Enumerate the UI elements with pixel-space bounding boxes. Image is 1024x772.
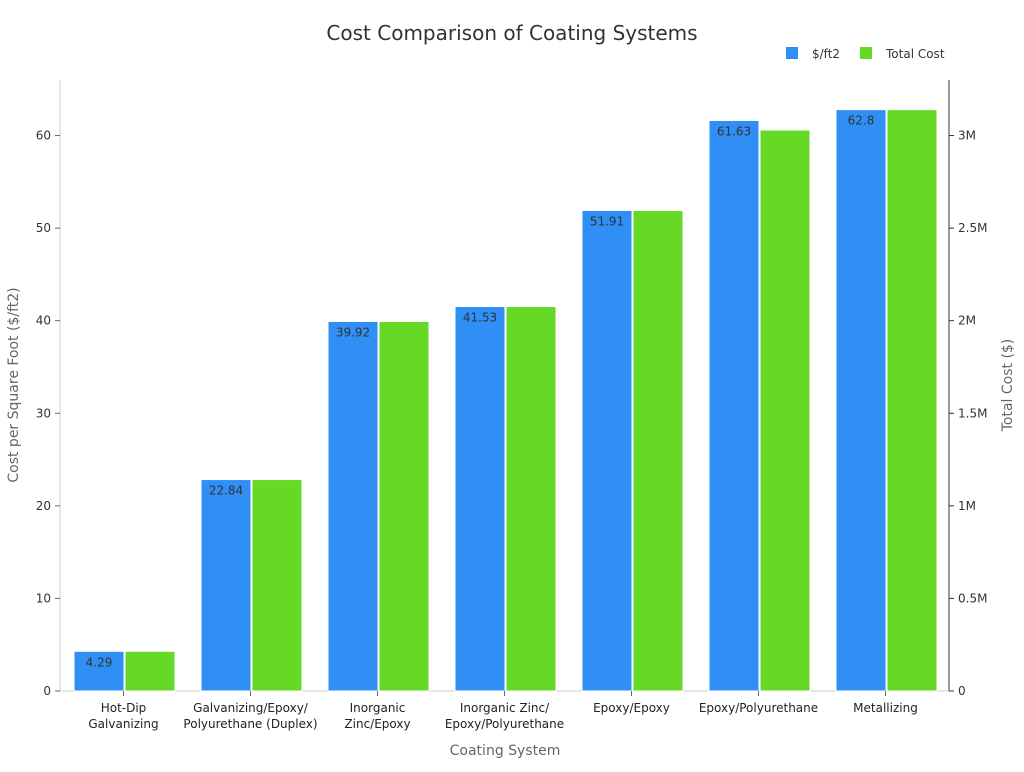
- y2-tick-label: 2M: [958, 314, 976, 328]
- x-axis-label: Coating System: [450, 743, 561, 759]
- bar-ft2: [835, 109, 887, 692]
- y-tick-label: 20: [36, 499, 51, 513]
- y-tick-label: 30: [36, 406, 51, 420]
- y-tick-label: 50: [36, 221, 51, 235]
- y-tick-label: 40: [36, 314, 51, 328]
- bar-total-cost: [759, 129, 811, 692]
- data-label: 62.8: [848, 114, 875, 128]
- x-tick-label: Epoxy/Epoxy: [593, 701, 670, 715]
- data-label: 51.91: [590, 214, 624, 228]
- bar-total-cost: [632, 209, 684, 692]
- x-tick-label: Metallizing: [853, 701, 918, 715]
- y2-tick-label: 0: [958, 684, 966, 698]
- data-label: 4.29: [86, 655, 113, 669]
- y-tick-label: 0: [43, 684, 51, 698]
- x-tick-label: Zinc/Epoxy: [344, 717, 410, 731]
- x-tick-label: Polyurethane (Duplex): [183, 717, 317, 731]
- bar-total-cost: [251, 479, 303, 692]
- x-tick-label: Inorganic: [350, 701, 406, 715]
- data-label: 22.84: [209, 484, 243, 498]
- legend: $/ft2 Total Cost: [786, 47, 945, 61]
- legend-label-ft2: $/ft2: [812, 47, 840, 61]
- y2-tick-label: 1M: [958, 499, 976, 513]
- bar-total-cost: [378, 320, 430, 692]
- bar-ft2: [327, 320, 379, 692]
- y2-tick-label: 1.5M: [958, 406, 987, 420]
- x-tick-label: Galvanizing: [88, 717, 158, 731]
- bar-total-cost: [124, 650, 176, 692]
- y-axis-label: Cost per Square Foot ($/ft2): [6, 287, 22, 482]
- chart-title: Cost Comparison of Coating Systems: [326, 21, 697, 45]
- bar-ft2: [708, 119, 760, 692]
- bar-total-cost: [886, 109, 938, 692]
- y-tick-label: 10: [36, 591, 51, 605]
- x-tick-label: Epoxy/Polyurethane: [699, 701, 818, 715]
- legend-swatch-ft2: [786, 47, 798, 59]
- data-label: 39.92: [336, 325, 370, 339]
- bar-ft2: [73, 650, 125, 692]
- x-tick-label: Epoxy/Polyurethane: [445, 717, 564, 731]
- y-tick-label: 60: [36, 129, 51, 143]
- x-tick-label: Hot-Dip: [101, 701, 147, 715]
- data-label: 41.53: [463, 311, 497, 325]
- x-tick-label: Inorganic Zinc/: [460, 701, 550, 715]
- bar-ft2: [454, 306, 506, 692]
- bar-total-cost: [505, 306, 557, 692]
- y2-tick-label: 0.5M: [958, 591, 987, 605]
- y2-tick-label: 2.5M: [958, 221, 987, 235]
- legend-swatch-total: [860, 47, 872, 59]
- x-tick-label: Galvanizing/Epoxy/: [193, 701, 309, 715]
- bar-ft2: [200, 479, 252, 692]
- y2-axis-label: Total Cost ($): [1000, 339, 1016, 433]
- y2-tick-label: 3M: [958, 129, 976, 143]
- data-label: 61.63: [717, 124, 751, 138]
- bar-ft2: [581, 209, 633, 692]
- legend-label-total: Total Cost: [885, 47, 945, 61]
